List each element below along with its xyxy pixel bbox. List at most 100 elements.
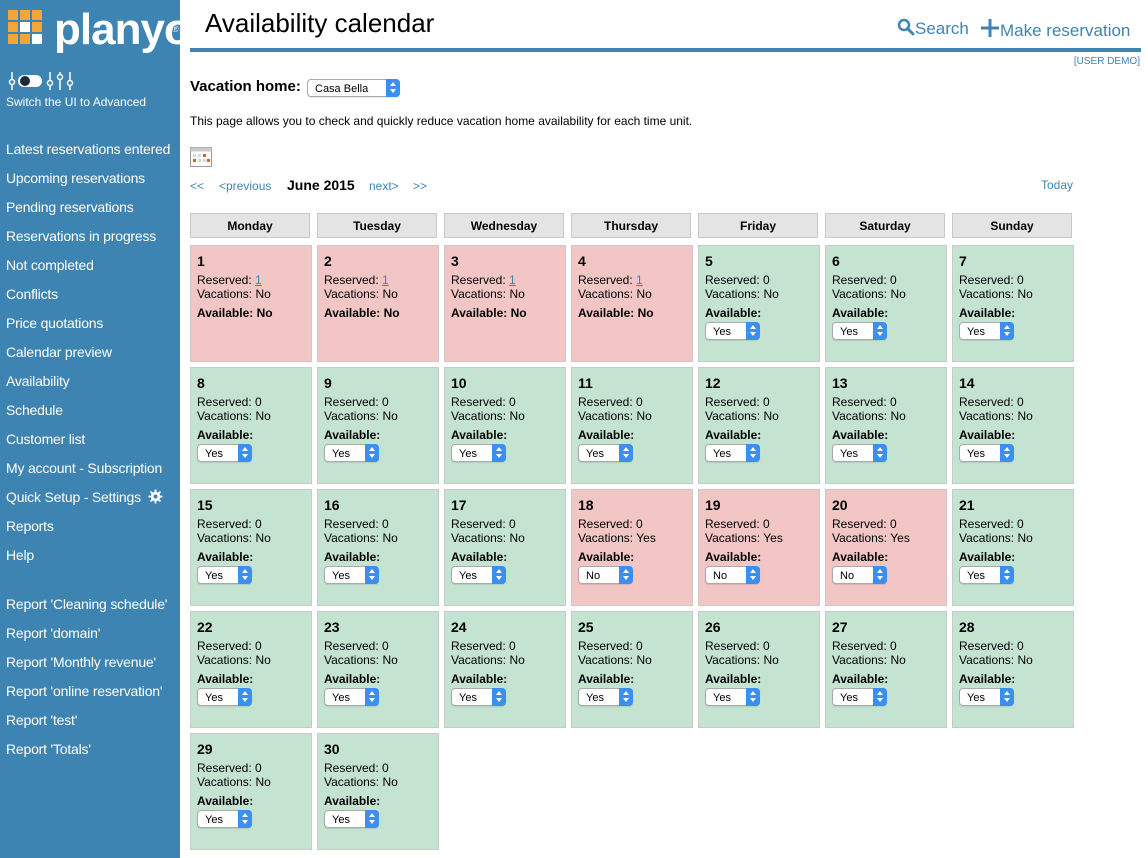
sidebar-report-totals[interactable]: Report 'Totals' <box>6 741 91 757</box>
sidebar-item-quick-setup[interactable]: Quick Setup - Settings <box>6 489 163 505</box>
vacations-value: No <box>890 653 906 667</box>
reserved-count-link[interactable]: 1 <box>509 273 516 287</box>
available-label: Available: <box>197 794 254 808</box>
day-number: 29 <box>197 741 213 757</box>
availability-select[interactable]: Yes <box>959 322 1014 340</box>
day-number: 1 <box>197 253 205 269</box>
availability-select[interactable]: Yes <box>324 688 379 706</box>
day-number: 23 <box>324 619 340 635</box>
user-demo-link[interactable]: [USER DEMO] <box>1073 56 1140 67</box>
sidebar-report-monthly-revenue[interactable]: Report 'Monthly revenue' <box>6 654 156 670</box>
available-label: Available: <box>959 428 1016 442</box>
vacations-label: Vacations: <box>324 409 380 423</box>
vacations-value: No <box>890 287 906 301</box>
registered-mark: ® <box>172 24 179 34</box>
availability-select[interactable]: No <box>705 566 760 584</box>
sidebar-item-help[interactable]: Help <box>6 547 34 563</box>
availability-select[interactable]: No <box>832 566 887 584</box>
make-reservation-label: Make reservation <box>1000 21 1131 40</box>
weekday-header: Sunday <box>952 213 1072 238</box>
sidebar-item-schedule[interactable]: Schedule <box>6 402 63 418</box>
day-cell: 11 Reserved: 0 Vacations: No Available: Yes <box>571 367 693 484</box>
sidebar-item-price-quotations[interactable]: Price quotations <box>6 315 104 331</box>
make-reservation-button[interactable]: Make reservation <box>980 18 1130 41</box>
availability-select[interactable]: Yes <box>705 322 760 340</box>
ui-mode-switch[interactable] <box>8 70 178 92</box>
sidebar-item-calendar-preview[interactable]: Calendar preview <box>6 344 112 360</box>
availability-select-value: Yes <box>205 692 223 704</box>
availability-select[interactable]: Yes <box>832 444 887 462</box>
availability-select[interactable]: Yes <box>705 444 760 462</box>
available-row: Available: <box>324 794 380 808</box>
availability-select[interactable]: Yes <box>959 688 1014 706</box>
select-arrows-icon <box>365 810 379 828</box>
vacations-value: No <box>382 409 398 423</box>
available-value: No <box>383 306 400 320</box>
availability-select[interactable]: Yes <box>197 688 252 706</box>
available-row: Available: <box>324 550 380 564</box>
availability-select[interactable]: Yes <box>451 444 506 462</box>
day-cell: 14 Reserved: 0 Vacations: No Available: Yes <box>952 367 1074 484</box>
availability-select[interactable]: Yes <box>197 810 252 828</box>
availability-select[interactable]: Yes <box>197 566 252 584</box>
day-number: 11 <box>578 375 593 391</box>
sidebar-item-upcoming-reservations[interactable]: Upcoming reservations <box>6 170 145 186</box>
sidebar-report-cleaning-schedule[interactable]: Report 'Cleaning schedule' <box>6 596 168 612</box>
sidebar-report-test[interactable]: Report 'test' <box>6 712 78 728</box>
reserved-count-link[interactable]: 1 <box>636 273 643 287</box>
day-number: 4 <box>578 253 586 269</box>
sidebar-item-my-account[interactable]: My account - Subscription <box>6 460 163 476</box>
availability-select[interactable]: Yes <box>832 322 887 340</box>
sidebar-item-availability[interactable]: Availability <box>6 373 70 389</box>
day-cell: 15 Reserved: 0 Vacations: No Available: Yes <box>190 489 312 606</box>
sidebar-item-latest-reservations[interactable]: Latest reservations entered <box>6 141 171 157</box>
next-month-link[interactable]: next> <box>369 179 399 193</box>
vacations-row: Vacations: Yes <box>832 531 910 545</box>
select-arrows-icon <box>1000 688 1014 706</box>
availability-select[interactable]: Yes <box>324 444 379 462</box>
availability-select[interactable]: Yes <box>451 566 506 584</box>
sidebar-report-online-reservation[interactable]: Report 'online reservation' <box>6 683 163 699</box>
availability-select[interactable]: Yes <box>451 688 506 706</box>
sidebar-item-not-completed[interactable]: Not completed <box>6 257 94 273</box>
availability-select[interactable]: Yes <box>324 566 379 584</box>
today-link[interactable]: Today <box>1041 178 1074 192</box>
availability-select-value: Yes <box>205 570 223 582</box>
availability-select[interactable]: Yes <box>705 688 760 706</box>
reserved-count-link[interactable]: 1 <box>382 273 389 287</box>
availability-select[interactable]: Yes <box>197 444 252 462</box>
availability-select[interactable]: Yes <box>578 444 633 462</box>
sidebar-item-reports[interactable]: Reports <box>6 518 54 534</box>
day-number: 6 <box>832 253 840 269</box>
sidebar-item-pending-reservations[interactable]: Pending reservations <box>6 199 134 215</box>
availability-select[interactable]: No <box>578 566 633 584</box>
reserved-label: Reserved: <box>451 273 506 287</box>
day-number: 24 <box>451 619 467 635</box>
availability-select[interactable]: Yes <box>959 444 1014 462</box>
search-button[interactable]: Search <box>897 18 969 39</box>
reserved-label: Reserved: <box>578 395 633 409</box>
availability-select[interactable]: Yes <box>324 810 379 828</box>
reserved-row: Reserved: 0 <box>705 517 770 531</box>
sidebar-item-conflicts[interactable]: Conflicts <box>6 286 58 302</box>
calendar-icon[interactable] <box>190 147 212 167</box>
availability-select[interactable]: Yes <box>578 688 633 706</box>
select-arrows-icon <box>386 79 400 97</box>
sidebar-report-domain[interactable]: Report 'domain' <box>6 625 101 641</box>
availability-select[interactable]: Yes <box>959 566 1014 584</box>
availability-select[interactable]: Yes <box>832 688 887 706</box>
reserved-count-link[interactable]: 1 <box>255 273 262 287</box>
sidebar-item-customer-list[interactable]: Customer list <box>6 431 86 447</box>
vacations-value: No <box>1017 287 1033 301</box>
last-month-link[interactable]: >> <box>413 179 428 193</box>
vacations-row: Vacations: No <box>705 653 779 667</box>
reserved-label: Reserved: <box>197 395 252 409</box>
available-row: Available: <box>959 672 1015 686</box>
sidebar-item-reservations-in-progress[interactable]: Reservations in progress <box>6 228 157 244</box>
previous-month-link[interactable]: <previous <box>219 179 272 193</box>
vacations-row: Vacations: No <box>578 409 652 423</box>
vacation-home-select[interactable]: Casa Bella <box>307 79 400 97</box>
available-label: Available: <box>324 550 381 564</box>
first-month-link[interactable]: << <box>190 179 205 193</box>
availability-select-value: Yes <box>967 448 985 460</box>
